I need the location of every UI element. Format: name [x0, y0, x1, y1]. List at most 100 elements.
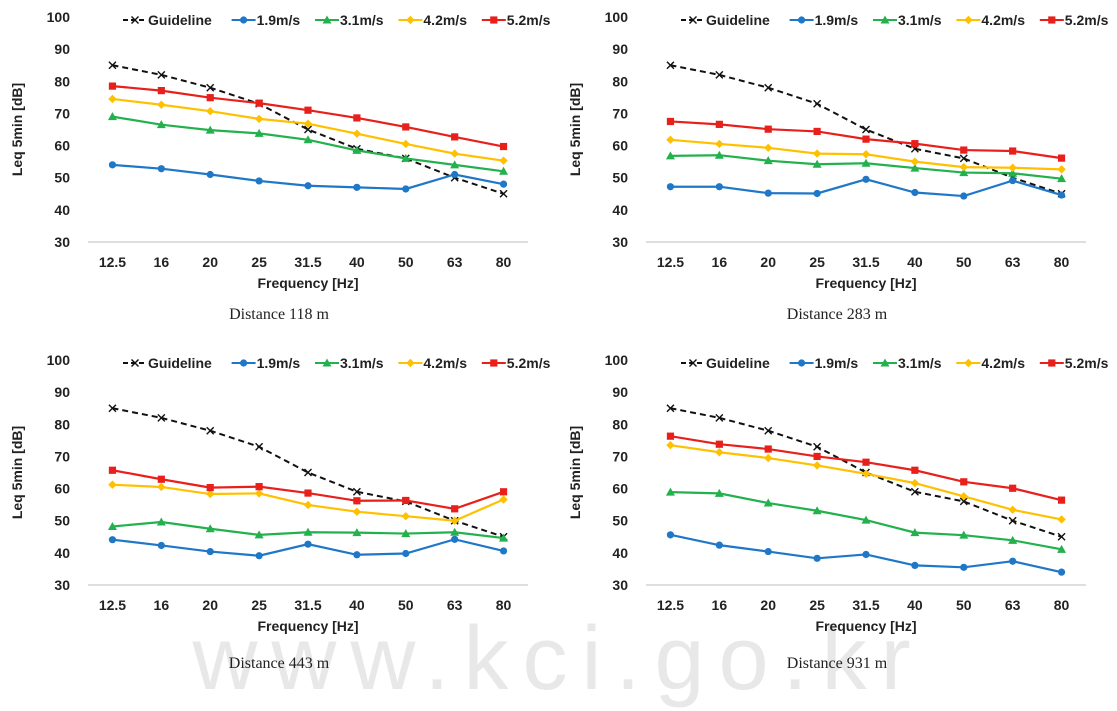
data-point-5-2m-s	[813, 452, 821, 461]
chart-svg-2: 30 40 50 60 70 80 90 100 12.5 16 20 25 31.5 40 50 63 80 F…	[567, 9, 1109, 291]
data-point-4-2m-s	[499, 156, 508, 165]
data-point-1-9m-s	[157, 165, 165, 173]
data-point-1-9m-s	[960, 192, 968, 200]
data-point-1-9m-s	[911, 561, 919, 569]
data-point-1-9m-s	[499, 547, 508, 555]
y-tick-label: 30	[54, 234, 70, 250]
legend-item-guideline: Guideline	[123, 355, 212, 371]
legend-label: 1.9m/s	[815, 355, 859, 371]
y-tick-label: 30	[54, 577, 70, 593]
data-point-4-2m-s	[910, 157, 920, 166]
x-tick-label: 16	[154, 597, 170, 613]
data-point-1-9m-s	[157, 541, 165, 550]
legend-marker	[689, 359, 697, 367]
data-point-1-9m-s	[715, 183, 723, 191]
x-tick-label: 20	[760, 254, 776, 270]
data-point-guideline	[764, 83, 773, 92]
data-point-3-1m-s	[401, 529, 411, 538]
y-tick-label: 60	[612, 138, 628, 154]
legend-label: 3.1m/s	[340, 12, 384, 28]
x-tick-label: 80	[1054, 254, 1070, 270]
y-axis-title: Leq 5min [dB]	[9, 426, 25, 519]
data-point-1-9m-s	[1009, 177, 1017, 185]
data-point-5-2m-s	[304, 489, 312, 497]
data-point-3-1m-s	[254, 128, 264, 137]
data-point-3-1m-s	[812, 506, 822, 515]
data-point-4-2m-s	[1057, 515, 1066, 524]
legend-label: 5.2m/s	[1065, 12, 1109, 28]
data-point-guideline	[764, 426, 773, 435]
y-tick-label: 80	[612, 416, 628, 432]
x-tick-label: 25	[251, 254, 267, 270]
data-point-1-9m-s	[402, 185, 410, 193]
legend-item-guideline: Guideline	[681, 355, 770, 371]
legend-marker	[131, 16, 139, 24]
data-point-5-2m-s	[108, 82, 117, 90]
y-tick-label: 100	[605, 352, 629, 368]
data-point-4-2m-s	[303, 500, 313, 510]
y-tick-label: 40	[612, 545, 628, 561]
y-tick-label: 50	[54, 513, 70, 529]
chart-svg-3: 30 40 50 60 70 80 90 100 12.5 16 20 25 31.5 40 50 63 80 F…	[9, 352, 551, 634]
x-tick-label: 40	[907, 597, 923, 613]
data-point-3-1m-s	[205, 524, 215, 533]
chart-svg-4: 30 40 50 60 70 80 90 100 12.5 16 20 25 31.5 40 50 63 80 F…	[567, 352, 1109, 634]
data-point-1-9m-s	[1057, 191, 1066, 199]
legend-label: 1.9m/s	[815, 12, 859, 28]
data-point-5-2m-s	[499, 488, 508, 496]
legend-label: 5.2m/s	[1065, 355, 1109, 371]
data-point-3-1m-s	[959, 530, 969, 539]
series-line-guideline	[670, 407, 1062, 538]
data-point-1-9m-s	[666, 531, 675, 539]
chart-caption-1: Distance 118 m	[229, 306, 329, 323]
legend-marker	[798, 16, 806, 24]
data-point-guideline	[255, 442, 264, 451]
legend-label: Guideline	[706, 12, 770, 28]
legend-item-4-2m-s: 4.2m/s	[956, 12, 1025, 28]
data-point-1-9m-s	[304, 540, 312, 548]
data-point-1-9m-s	[911, 188, 919, 197]
legend-marker	[880, 15, 890, 24]
data-point-guideline	[910, 487, 919, 496]
legend-marker	[131, 359, 139, 367]
data-point-5-2m-s	[353, 114, 361, 122]
y-tick-label: 50	[612, 513, 628, 529]
data-point-4-2m-s	[1008, 163, 1017, 172]
legend-marker	[322, 15, 332, 24]
x-tick-label: 12.5	[99, 254, 126, 270]
legend-marker	[490, 16, 498, 24]
legend-item-1-9m-s: 1.9m/s	[789, 12, 859, 28]
x-tick-label: 16	[712, 597, 728, 613]
x-tick-label: 63	[447, 597, 463, 613]
y-tick-label: 60	[612, 481, 628, 497]
data-point-4-2m-s	[352, 129, 362, 138]
data-point-4-2m-s	[812, 461, 822, 470]
data-point-4-2m-s	[1008, 505, 1017, 514]
data-point-4-2m-s	[352, 507, 362, 516]
x-tick-label: 12.5	[657, 597, 684, 613]
data-point-1-9m-s	[764, 189, 772, 197]
x-tick-label: 20	[202, 597, 218, 613]
x-tick-label: 20	[202, 254, 218, 270]
data-point-3-1m-s	[665, 151, 675, 160]
y-tick-label: 80	[54, 416, 70, 432]
x-tick-label: 63	[447, 254, 463, 270]
y-tick-label: 40	[54, 545, 70, 561]
data-point-5-2m-s	[1057, 496, 1066, 504]
legend-marker	[964, 15, 973, 25]
legend-item-4-2m-s: 4.2m/s	[398, 12, 467, 28]
y-tick-label: 90	[612, 41, 628, 57]
legend-item-1-9m-s: 1.9m/s	[231, 12, 300, 28]
x-tick-label: 25	[251, 597, 267, 613]
data-point-5-2m-s	[813, 127, 821, 136]
data-point-5-2m-s	[960, 146, 968, 154]
data-point-5-2m-s	[108, 466, 117, 474]
data-point-5-2m-s	[911, 140, 919, 148]
y-tick-label: 90	[612, 384, 628, 400]
data-point-guideline	[1057, 532, 1066, 541]
data-point-3-1m-s	[205, 125, 215, 134]
data-point-4-2m-s	[254, 114, 264, 124]
data-point-5-2m-s	[911, 466, 919, 474]
data-point-1-9m-s	[451, 535, 459, 543]
legend-label: Guideline	[148, 12, 212, 28]
